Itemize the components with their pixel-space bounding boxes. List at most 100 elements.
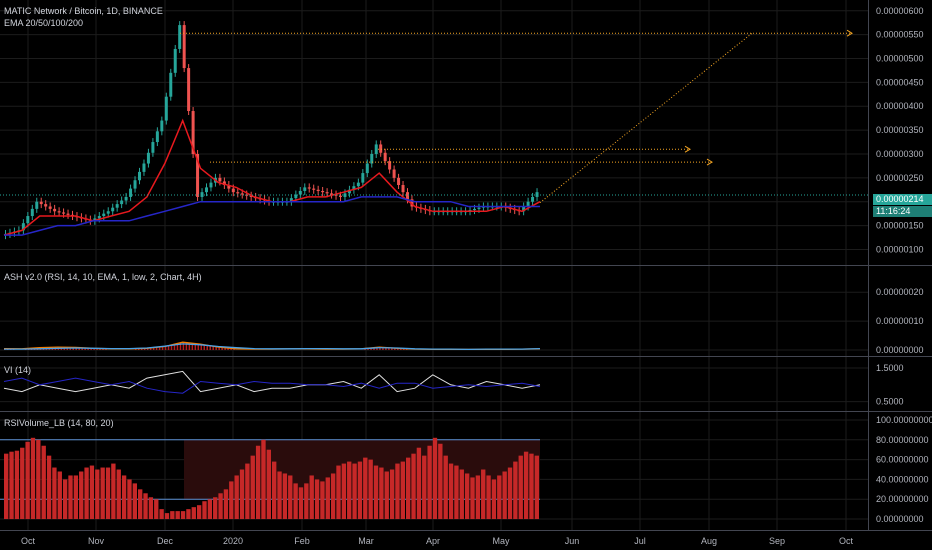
level-arrowhead bbox=[846, 29, 853, 37]
ash-histogram-bar bbox=[209, 345, 211, 350]
rsivolume-bar bbox=[454, 465, 459, 520]
price-scale-label: 0.00000020 bbox=[876, 287, 924, 297]
candle-body bbox=[146, 152, 150, 164]
rsivolume-bar bbox=[116, 469, 121, 520]
ash-histogram-bar bbox=[75, 347, 77, 350]
candle-body bbox=[374, 144, 378, 154]
rsivolume-bar bbox=[422, 455, 427, 520]
ash-histogram-bar bbox=[400, 348, 402, 350]
candle-body bbox=[356, 182, 360, 187]
vi-indicator-label: VI (14) bbox=[4, 365, 32, 375]
ash-histogram-bar bbox=[403, 348, 405, 350]
rsivolume-bar bbox=[416, 447, 422, 520]
rsivolume-bar bbox=[389, 469, 395, 520]
rsivolume-bar bbox=[325, 477, 330, 520]
price-scale-label: 0.00000150 bbox=[876, 221, 924, 231]
rsivolume-bar bbox=[25, 441, 30, 520]
candle-body bbox=[410, 199, 414, 207]
ash-histogram-bar bbox=[135, 348, 137, 350]
rsivolume-bar bbox=[309, 475, 314, 520]
ash-histogram-bar bbox=[167, 345, 170, 350]
rsivolume-bar bbox=[384, 471, 389, 520]
vi-plus-line bbox=[3, 370, 541, 393]
rsivolume-bar bbox=[357, 461, 363, 520]
candle-body bbox=[196, 153, 200, 197]
candle-body bbox=[370, 153, 374, 164]
price-scale-label: 0.00000300 bbox=[876, 149, 924, 159]
rsivolume-bar bbox=[164, 513, 170, 520]
rsivolume-bar bbox=[196, 505, 202, 520]
ash-histogram-bar bbox=[188, 342, 191, 350]
price-scale-label: 20.00000000 bbox=[876, 494, 929, 504]
time-axis-label: Oct bbox=[21, 536, 36, 546]
candle-body bbox=[347, 189, 351, 194]
ema-indicator-label: EMA 20/50/100/200 bbox=[4, 18, 84, 28]
candle-body bbox=[48, 206, 52, 209]
ash-histogram-bar bbox=[170, 345, 173, 350]
candle-body bbox=[53, 208, 57, 212]
time-axis-label: Dec bbox=[157, 536, 174, 546]
ash-histogram-bar bbox=[191, 343, 194, 350]
rsivolume-bar bbox=[293, 483, 298, 520]
rsivolume-indicator-label: RSIVolume_LB (14, 80, 20) bbox=[4, 418, 114, 428]
price-scale-label: 0.00000350 bbox=[876, 125, 924, 135]
ash-histogram-bar bbox=[382, 347, 384, 350]
rsivolume-bar bbox=[523, 451, 529, 520]
rsivolume-bar bbox=[518, 455, 523, 520]
level-arrowhead bbox=[706, 158, 713, 166]
ash-histogram-bar bbox=[161, 346, 164, 350]
candle-body bbox=[111, 207, 115, 212]
candle-body bbox=[57, 211, 61, 213]
candle-body bbox=[30, 208, 34, 217]
candle-body bbox=[294, 194, 298, 199]
rsivolume-bar bbox=[266, 449, 271, 520]
rsivolume-bar bbox=[9, 451, 14, 520]
rsivolume-bar bbox=[534, 455, 539, 520]
candle-body bbox=[133, 180, 137, 189]
candle-body bbox=[316, 189, 320, 191]
ash-histogram-bar bbox=[230, 348, 232, 350]
rsivolume-bar bbox=[30, 437, 36, 520]
ash-histogram-bar bbox=[155, 347, 158, 350]
rsivolume-bar bbox=[336, 465, 341, 520]
symbol-title: MATIC Network / Bitcoin, 1D, BINANCE bbox=[4, 6, 163, 16]
time-axis-label: 2020 bbox=[223, 536, 243, 546]
price-scale-label: 80.00000000 bbox=[876, 435, 929, 445]
rsivolume-bar bbox=[202, 501, 207, 520]
candle-body bbox=[397, 177, 401, 186]
rsivolume-bar bbox=[46, 455, 52, 520]
rsivolume-bar bbox=[245, 463, 250, 520]
rsivolume-bar bbox=[363, 457, 368, 520]
ash-histogram-bar bbox=[164, 346, 167, 350]
price-scale-label: 0.00000600 bbox=[876, 6, 924, 16]
candle-body bbox=[330, 193, 334, 195]
candle-body bbox=[361, 173, 365, 183]
candle-body bbox=[115, 204, 119, 208]
price-scale-label: 40.00000000 bbox=[876, 474, 929, 484]
candle-body bbox=[392, 169, 396, 178]
candle-body bbox=[155, 131, 159, 143]
rsivolume-bar bbox=[459, 469, 464, 520]
ash-histogram-bar bbox=[224, 347, 226, 350]
candle-body bbox=[173, 48, 177, 73]
ash-histogram-bar bbox=[397, 348, 399, 350]
candle-body bbox=[406, 192, 409, 200]
candle-body bbox=[325, 192, 329, 194]
ash-histogram-bar bbox=[203, 344, 206, 350]
candle-body bbox=[222, 181, 226, 186]
candle-body bbox=[379, 144, 383, 153]
rsivolume-bar bbox=[14, 450, 20, 520]
rsivolume-bar bbox=[475, 475, 481, 520]
ash-histogram-bar bbox=[215, 346, 217, 350]
ash-histogram-bar bbox=[194, 343, 197, 350]
rsivolume-bar bbox=[320, 481, 325, 520]
rsivolume-bar bbox=[175, 511, 180, 520]
rsivolume-bar bbox=[411, 453, 416, 520]
ash-histogram-bar bbox=[394, 348, 396, 350]
candle-body bbox=[401, 185, 405, 193]
ash-histogram-bar bbox=[93, 348, 95, 350]
price-scale-label: 100.00000000 bbox=[876, 415, 932, 425]
time-axis-label: Aug bbox=[701, 536, 717, 546]
rsivolume-bar bbox=[379, 467, 384, 520]
